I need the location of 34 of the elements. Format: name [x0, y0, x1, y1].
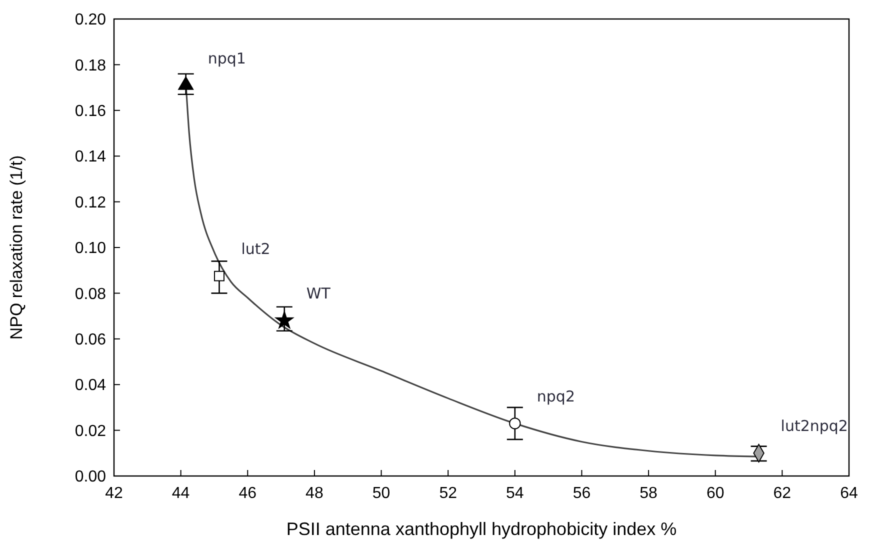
series-label: lut2npq2: [780, 417, 848, 436]
x-tick-label: 62: [773, 485, 792, 502]
x-tick-label: 64: [840, 485, 858, 502]
y-tick-label: 0.16: [74, 103, 106, 120]
series-label: WT: [306, 284, 332, 303]
x-tick-label: 54: [506, 485, 524, 502]
point: [178, 76, 194, 90]
x-tick-label: 50: [372, 485, 390, 502]
point: [509, 418, 521, 430]
x-tick-label: 52: [439, 485, 458, 502]
y-tick-label: 0.12: [74, 194, 106, 212]
x-tick-label: 42: [105, 485, 123, 502]
point: [214, 270, 224, 282]
y-tick-label: 0.06: [74, 332, 106, 348]
y-tick-label: 0.04: [74, 377, 106, 394]
x-axis-title: PSII antenna xanthophyll hydrophobicity index %: [286, 519, 677, 539]
y-tick-label: 0.00: [74, 468, 106, 486]
y-axis-title: NPQ relaxation rate (1/t): [7, 155, 26, 340]
x-tick-label: 46: [238, 485, 257, 502]
x-tick-label: 56: [572, 485, 591, 502]
y-tick-label: 0.14: [74, 148, 106, 166]
y-tick-label: 0.10: [74, 240, 106, 258]
x-tick-label: 48: [306, 485, 324, 502]
point: [275, 311, 294, 328]
y-tick-label: 0.18: [74, 57, 106, 74]
y-tick-label: 0.08: [74, 286, 106, 303]
x-tick-label: 58: [640, 485, 658, 502]
series-label: npq2: [536, 387, 576, 406]
x-tick-label: 60: [706, 485, 724, 502]
series-label: npq1: [208, 49, 246, 68]
y-tick-label: 0.20: [74, 12, 106, 29]
y-tick-label: 0.02: [74, 422, 106, 440]
series-label: lut2: [241, 240, 270, 258]
x-tick-label: 44: [172, 485, 190, 502]
